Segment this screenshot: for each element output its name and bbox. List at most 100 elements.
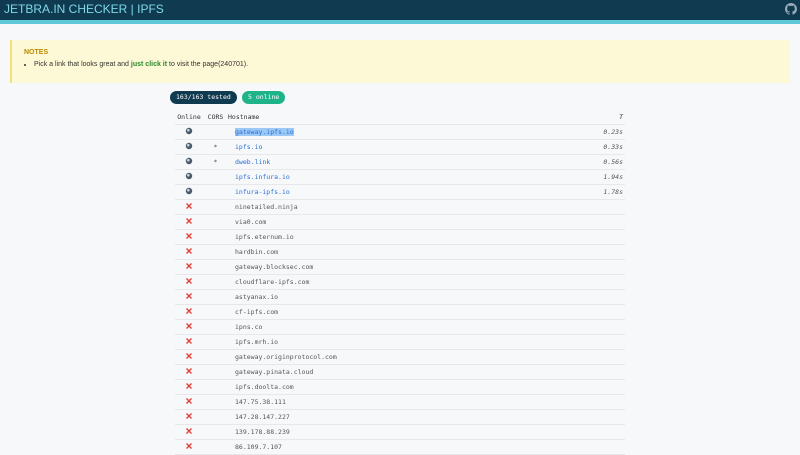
cors-cell: *: [203, 154, 228, 170]
hostname-link[interactable]: dweb.link: [235, 158, 271, 166]
page: JETBRA.IN CHECKER | IPFS NOTES Pick a li…: [0, 0, 800, 427]
hostname-cell: 147.28.147.227: [228, 409, 560, 425]
result-row: ipfs.doolta.com: [175, 379, 625, 395]
cors-cell: [203, 379, 228, 395]
online-icon: [185, 172, 193, 180]
result-row: * dweb.link 0.56s: [175, 154, 625, 170]
result-row: cloudflare-ipfs.com: [175, 274, 625, 290]
column-header: T: [559, 110, 625, 125]
hostname-cell: ipfs.mrh.io: [228, 334, 560, 350]
hostname-text: gateway.pinata.cloud: [235, 368, 314, 376]
status-cell: [175, 184, 203, 200]
column-header: Hostname: [228, 110, 560, 125]
hostname-cell: ipfs.doolta.com: [228, 379, 560, 395]
status-cell: [175, 304, 203, 320]
column-header: CORS: [203, 110, 228, 125]
time-value: 0.56s: [603, 158, 623, 166]
hostname-text: hardbin.com: [235, 248, 279, 256]
time-value: 0.33s: [603, 143, 623, 151]
hostname-link[interactable]: infura-ipfs.io: [235, 188, 290, 196]
offline-icon: [186, 383, 192, 389]
column-header: Online: [175, 110, 203, 125]
cors-cell: *: [203, 139, 228, 155]
hostname-cell: cf-ipfs.com: [228, 304, 560, 320]
hostname-link[interactable]: ipfs.infura.io: [235, 173, 290, 181]
time-cell: [559, 229, 625, 245]
note-text: to visit the page(240701).: [169, 61, 249, 68]
status-cell: [175, 259, 203, 275]
hostname-text: ninetailed.ninja: [235, 203, 298, 211]
hostname-cell: gateway.blocksec.com: [228, 259, 560, 275]
offline-icon: [186, 203, 192, 209]
result-row: gateway.originprotocol.com: [175, 349, 625, 365]
offline-icon: [186, 218, 192, 224]
hostname-cell: ipfs.io: [228, 139, 560, 155]
notes: NOTES Pick a link that looks great and j…: [10, 40, 790, 83]
time-cell: [559, 244, 625, 260]
hostname-cell: gateway.ipfs.io: [228, 124, 560, 140]
time-value: 0.23s: [603, 128, 623, 136]
time-cell: 0.56s: [559, 154, 625, 170]
status-cell: [175, 199, 203, 215]
hostname-link[interactable]: ipfs.io: [235, 143, 263, 151]
cors-cell: [203, 199, 228, 215]
hostname-cell: dweb.link: [228, 154, 560, 170]
hostname-cell: ipfs.infura.io: [228, 169, 560, 185]
cors-cell: [203, 439, 228, 455]
cors-cell: [203, 229, 228, 245]
status-cell: [175, 379, 203, 395]
hostname-text: ipfs.eternum.io: [235, 233, 294, 241]
hostname-link[interactable]: gateway.ipfs.io: [235, 128, 294, 136]
time-cell: [559, 214, 625, 230]
status-cell: [175, 289, 203, 305]
offline-icon: [186, 398, 192, 404]
time-cell: [559, 364, 625, 380]
cors-cell: [203, 394, 228, 410]
cors-value: *: [213, 143, 218, 151]
time-cell: [559, 274, 625, 290]
offline-icon: [186, 308, 192, 314]
time-cell: [559, 259, 625, 275]
time-cell: 1.94s: [559, 169, 625, 185]
offline-icon: [186, 338, 192, 344]
offline-icon: [186, 248, 192, 254]
status-cell: [175, 349, 203, 365]
time-cell: [559, 439, 625, 455]
cors-cell: [203, 244, 228, 260]
hostname-text: astyanax.io: [235, 293, 279, 301]
hostname-text: gateway.originprotocol.com: [235, 353, 337, 361]
cors-cell: [203, 214, 228, 230]
time-cell: 0.23s: [559, 124, 625, 140]
cors-cell: [203, 274, 228, 290]
hostname-cell: hardbin.com: [228, 244, 560, 260]
header: JETBRA.IN CHECKER | IPFS: [0, 0, 800, 24]
status-cell: [175, 169, 203, 185]
offline-icon: [186, 233, 192, 239]
hostname-text: 147.75.38.111: [235, 398, 286, 406]
hostname-text: ipfs.mrh.io: [235, 338, 279, 346]
cors-cell: [203, 364, 228, 380]
hostname-cell: ipfs.eternum.io: [228, 229, 560, 245]
status-cell: [175, 154, 203, 170]
hostname-text: cf-ipfs.com: [235, 308, 279, 316]
result-row: gateway.pinata.cloud: [175, 364, 625, 380]
online-icon: [185, 127, 193, 135]
notes-title: NOTES: [24, 49, 49, 56]
hostname-cell: 86.109.7.107: [228, 439, 560, 455]
online-icon: [185, 157, 193, 165]
status-cell: [175, 124, 203, 140]
cors-cell: [203, 409, 228, 425]
hostname-cell: infura-ipfs.io: [228, 184, 560, 200]
hostname-cell: ipns.co: [228, 319, 560, 335]
result-row: astyanax.io: [175, 289, 625, 305]
hostname-text: via0.com: [235, 218, 267, 226]
github-icon[interactable]: [785, 3, 797, 15]
hostname-text: ipfs.doolta.com: [235, 383, 294, 391]
hostname-cell: cloudflare-ipfs.com: [228, 274, 560, 290]
offline-icon: [186, 323, 192, 329]
cors-cell: [203, 259, 228, 275]
note-item: Pick a link that looks great and just cl…: [34, 61, 248, 68]
status-cell: [175, 364, 203, 380]
offline-icon: [186, 293, 192, 299]
